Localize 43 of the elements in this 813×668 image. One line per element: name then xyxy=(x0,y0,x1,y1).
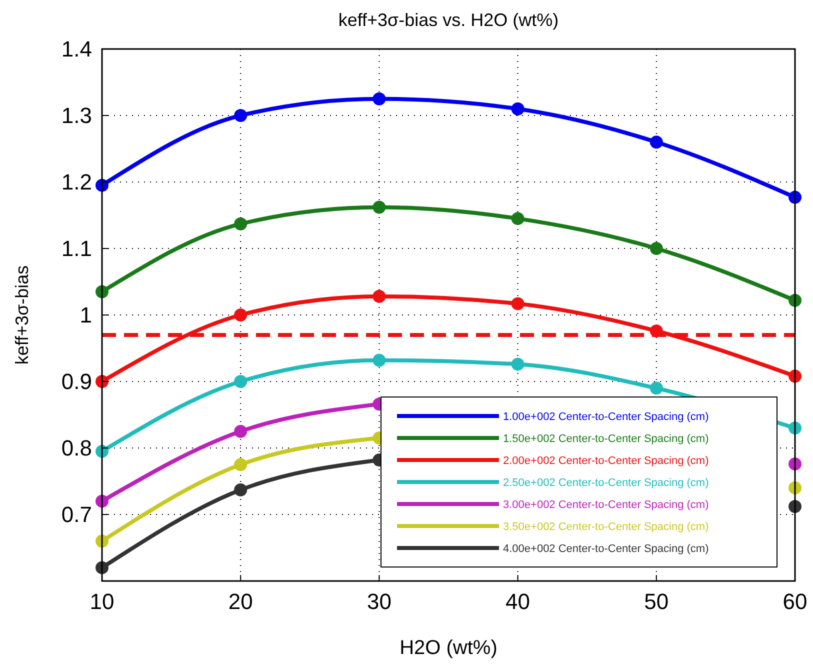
point xyxy=(372,354,386,367)
point xyxy=(511,212,524,226)
point xyxy=(372,200,386,214)
x-tick-label: 40 xyxy=(506,589,530,614)
point xyxy=(234,458,248,472)
y-tick-label: 1.1 xyxy=(61,236,92,262)
point xyxy=(650,242,663,255)
text: 2.00e+002 Center-to-Center Spacing (cm) xyxy=(503,454,709,467)
point xyxy=(511,297,524,310)
y-tick-label: 1.2 xyxy=(61,170,92,195)
text: 3.00e+002 Center-to-Center Spacing (cm) xyxy=(503,498,709,511)
y-tick-label: 0.9 xyxy=(61,369,92,394)
x-tick-label: 30 xyxy=(366,589,392,614)
y-tick-label: 1 xyxy=(80,302,92,328)
point xyxy=(234,109,248,122)
x-tick-label: 20 xyxy=(228,589,253,614)
chart-title: keff+3σ-bias vs. H2O (wt%) xyxy=(338,10,559,30)
text: 2.50e+002 Center-to-Center Spacing (cm) xyxy=(503,476,709,489)
x-tick-label: 60 xyxy=(782,589,808,614)
point xyxy=(511,358,524,371)
point xyxy=(650,324,663,338)
x-axis-title: H2O (wt%) xyxy=(400,637,498,659)
text: 1.00e+002 Center-to-Center Spacing (cm) xyxy=(503,410,709,423)
y-tick-label: 0.8 xyxy=(61,436,92,461)
y-axis-title: keff+3σ-bias xyxy=(12,265,32,365)
point xyxy=(372,290,386,303)
point xyxy=(372,92,386,106)
point xyxy=(234,375,248,388)
point xyxy=(234,217,248,230)
point xyxy=(234,308,248,322)
y-tick-label: 1.3 xyxy=(61,103,92,128)
point xyxy=(511,102,524,116)
point xyxy=(234,483,248,496)
text: 1.50e+002 Center-to-Center Spacing (cm) xyxy=(503,432,709,445)
y-tick-label: 0.7 xyxy=(61,502,92,528)
y-tick-label: 1.4 xyxy=(61,36,92,62)
text: 3.50e+002 Center-to-Center Spacing (cm) xyxy=(503,520,709,533)
x-tick-label: 50 xyxy=(644,589,669,614)
x-tick-label: 10 xyxy=(90,589,114,614)
point xyxy=(650,382,663,395)
point xyxy=(234,424,248,438)
point xyxy=(650,136,663,149)
text: 4.00e+002 Center-to-Center Spacing (cm) xyxy=(503,542,709,555)
